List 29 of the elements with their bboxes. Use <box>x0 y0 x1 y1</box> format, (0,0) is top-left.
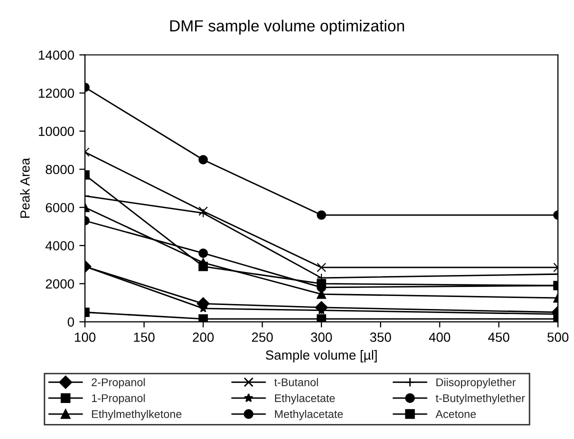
x-axis-title: Sample volume [µl] <box>266 350 377 362</box>
y-tick-label: 8000 <box>46 164 74 174</box>
y-tick-label: 0 <box>68 317 74 327</box>
y-axis-title: Peak Area <box>20 158 30 218</box>
x-tick-label: 400 <box>428 332 450 342</box>
y-tick-label: 6000 <box>46 202 74 212</box>
x-tick-label: 150 <box>134 332 155 342</box>
legend-label: 2-Propanol <box>92 378 145 388</box>
legend-label: t-Butanol <box>274 378 318 386</box>
y-tick-label: 4000 <box>45 241 74 250</box>
legend-label: Ethylmethylketone <box>92 410 182 420</box>
y-tick-label: 2000 <box>46 279 74 289</box>
legend-label: Methylacetate <box>275 410 343 420</box>
x-tick-label: 250 <box>252 332 273 342</box>
legend-label: Acetone <box>436 410 476 418</box>
y-tick-label: 14000 <box>38 50 74 60</box>
x-tick-label: 450 <box>488 332 510 342</box>
legend-label: t-Butylmethylether <box>436 394 525 404</box>
x-tick-label: 500 <box>547 332 568 342</box>
legend-label: Ethylacetate <box>275 394 335 404</box>
x-tick-label: 350 <box>370 332 392 342</box>
chart-title: DMF sample volume optimization <box>170 20 404 35</box>
y-tick-label: 10000 <box>38 126 74 136</box>
y-tick-label: 12000 <box>38 88 74 98</box>
x-tick-label: 300 <box>310 332 332 342</box>
x-tick-label: 100 <box>74 332 96 342</box>
x-tick-label: 200 <box>192 332 214 342</box>
legend-label: Diisopropylether <box>436 378 516 388</box>
legend-label: 1-Propanol <box>92 394 145 404</box>
